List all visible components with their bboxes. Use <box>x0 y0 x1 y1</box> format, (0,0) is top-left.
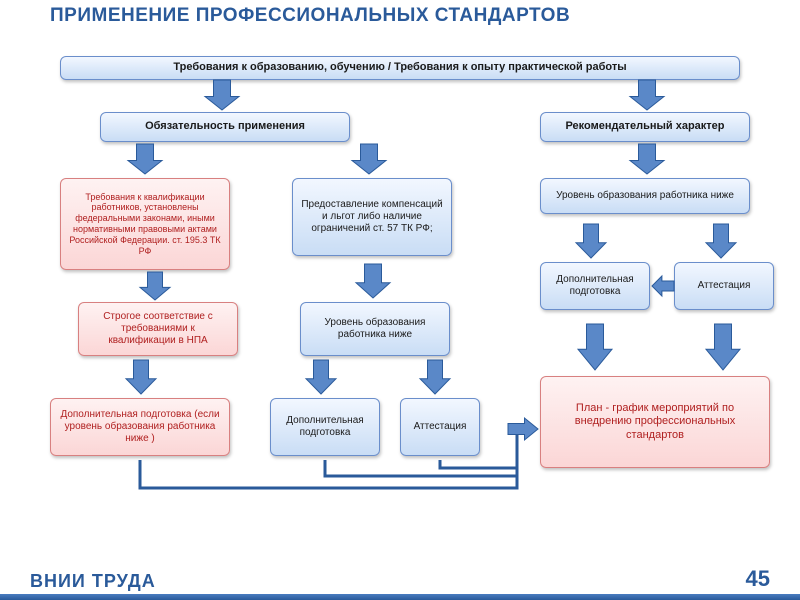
node-n8: Уровень образования работника ниже <box>300 302 450 356</box>
arrow-12 <box>578 324 612 370</box>
node-n6: Уровень образования работника ниже <box>540 178 750 214</box>
node-n14: План - график мероприятий по внедрению п… <box>540 376 770 468</box>
node-n10: Аттестация <box>674 262 774 310</box>
node-n1: Требования к образованию, обучению / Тре… <box>60 56 740 80</box>
node-n5: Предоставление компенсаций и льгот либо … <box>292 178 452 256</box>
arrow-13 <box>706 324 740 370</box>
footer-page-number: 45 <box>746 566 770 592</box>
footer-org: ВНИИ ТРУДА <box>30 571 156 592</box>
arrow-4 <box>630 144 664 174</box>
arrow-5 <box>140 272 170 300</box>
node-n3: Рекомендательный характер <box>540 112 750 142</box>
node-n2: Обязательность применения <box>100 112 350 142</box>
arrow-6 <box>356 264 390 298</box>
arrow-9 <box>126 360 156 394</box>
node-n12: Дополнительная подготовка <box>270 398 380 456</box>
arrow-8 <box>706 224 736 258</box>
node-n7: Строгое соответствие с требованиями к кв… <box>78 302 238 356</box>
arrow-7 <box>576 224 606 258</box>
arrow-10 <box>306 360 336 394</box>
arrow-0 <box>205 80 239 110</box>
arrow-2 <box>128 144 162 174</box>
node-n9: Дополнительная подготовка <box>540 262 650 310</box>
arrow-11 <box>420 360 450 394</box>
node-n4: Требования к квалификации работников, ус… <box>60 178 230 270</box>
arrow-3 <box>352 144 386 174</box>
node-n11: Дополнительная подготовка (если уровень … <box>50 398 230 456</box>
connector-arrowhead <box>508 418 538 440</box>
arrow-1 <box>630 80 664 110</box>
page-title: ПРИМЕНЕНИЕ ПРОФЕССИОНАЛЬНЫХ СТАНДАРТОВ <box>50 6 570 27</box>
footer-bar <box>0 594 800 600</box>
arrow-14 <box>652 276 674 296</box>
node-n13: Аттестация <box>400 398 480 456</box>
